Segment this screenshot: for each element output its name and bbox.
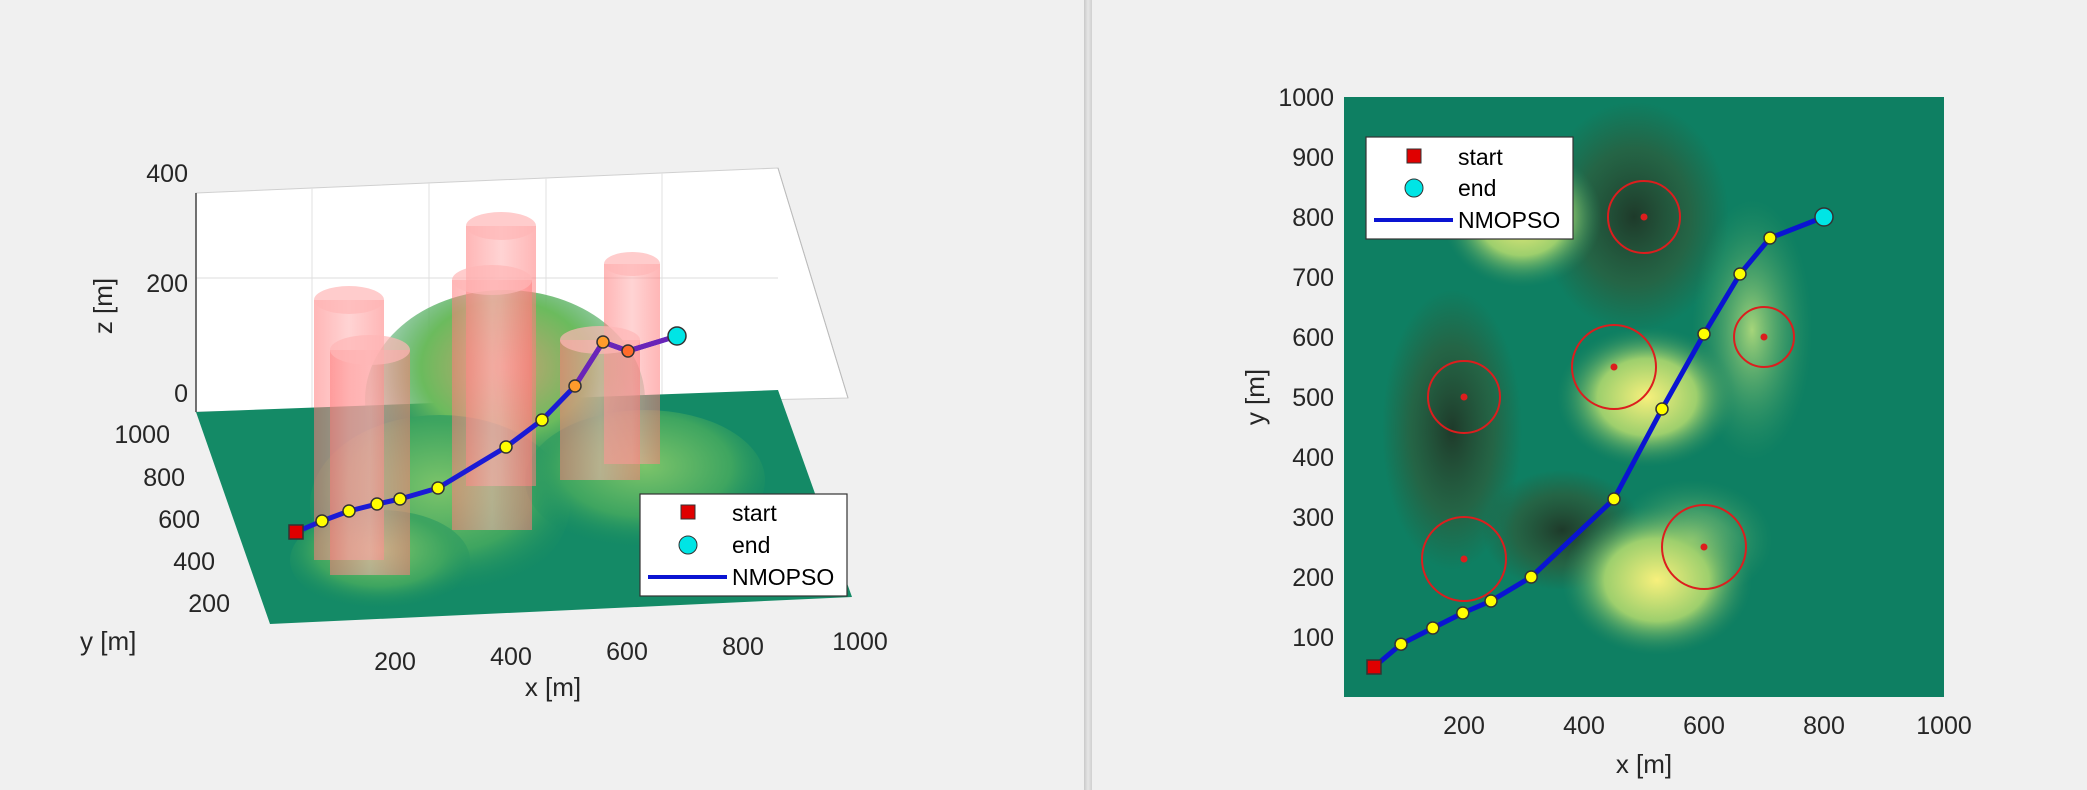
y-tick-label: 200 (1292, 564, 1334, 592)
legend-label-start: start (732, 500, 777, 526)
y-tick-label: 600 (158, 506, 200, 534)
start-marker (1366, 659, 1382, 675)
waypoint-3d (499, 440, 513, 454)
x-tick-label: 400 (490, 643, 532, 671)
legend-top[interactable]: start end NMOPSO (1365, 136, 1574, 240)
y-tick-label: 600 (1292, 324, 1334, 352)
legend-end-marker (1404, 178, 1424, 198)
z-tick-label: 0 (174, 380, 188, 408)
waypoint-3d (621, 344, 635, 358)
waypoint-3d (596, 335, 610, 349)
waypoint (1607, 492, 1621, 506)
waypoint (1484, 594, 1498, 608)
x-tick-label: 600 (606, 638, 648, 666)
path-layer (1366, 207, 1834, 675)
z-axis-label: z [m] (88, 278, 118, 334)
panel-top-view: 200 400 600 800 1000 1000 900 800 700 600 500 400 3… (1092, 0, 2087, 790)
y-axis: 1000 900 800 700 600 500 400 300 200 100 (1278, 84, 1334, 652)
y-axis-3d: 1000 800 600 400 200 y [m] (80, 421, 230, 656)
chart-3d: 400 200 0 z [m] 1000 800 600 400 200 y [… (80, 160, 888, 702)
y-tick-label: 700 (1292, 264, 1334, 292)
x-tick-label: 1000 (832, 628, 888, 656)
legend-3d[interactable]: start end NMOPSO (639, 493, 848, 597)
y-tick-label: 500 (1292, 384, 1334, 412)
obstacle-center (1640, 213, 1648, 221)
waypoint (1655, 402, 1669, 416)
y-tick-label: 200 (188, 590, 230, 618)
waypoint-3d (315, 514, 329, 528)
x-tick-label: 200 (374, 648, 416, 676)
panel-3d-view: 400 200 0 z [m] 1000 800 600 400 200 y [… (80, 160, 888, 702)
obstacles-layer (1421, 180, 1795, 602)
x-tick-label: 200 (1443, 712, 1485, 740)
obstacle-circle (1421, 516, 1507, 602)
legend-label-end: end (732, 532, 770, 558)
waypoint (1394, 637, 1408, 651)
chart-top-view: 200 400 600 800 1000 1000 900 800 700 600 500 400 3… (1240, 84, 1972, 779)
panel-divider[interactable] (1084, 0, 1092, 790)
obstacle-center (1760, 333, 1768, 341)
obstacle-circle (1661, 504, 1747, 590)
legend-start-marker (680, 504, 696, 520)
obstacle-center (1460, 393, 1468, 401)
obstacle-center (1700, 543, 1708, 551)
y-tick-label: 100 (1292, 624, 1334, 652)
waypoint-3d (370, 497, 384, 511)
x-axis-3d: 200 400 600 800 1000 x [m] (374, 628, 888, 702)
waypoint (1733, 267, 1747, 281)
y-axis-label: y [m] (80, 626, 136, 656)
x-tick-label: 800 (722, 633, 764, 661)
obstacle-circle (1571, 324, 1657, 410)
waypoint (1426, 621, 1440, 635)
waypoint (1524, 570, 1538, 584)
waypoint-3d (535, 413, 549, 427)
x-tick-label: 1000 (1916, 712, 1972, 740)
legend-label-start: start (1458, 144, 1503, 170)
z-tick-label: 200 (146, 270, 188, 298)
end-marker-3d (667, 326, 687, 346)
y-tick-label: 400 (1292, 444, 1334, 472)
legend-start-marker (1406, 148, 1422, 164)
z-axis-3d: 400 200 0 z [m] (88, 160, 188, 408)
waypoint (1697, 327, 1711, 341)
y-tick-label: 800 (143, 464, 185, 492)
y-tick-label: 1000 (1278, 84, 1334, 112)
y-tick-label: 300 (1292, 504, 1334, 532)
y-tick-label: 1000 (114, 421, 170, 449)
x-tick-label: 800 (1803, 712, 1845, 740)
obstacle-center (1610, 363, 1618, 371)
waypoint-3d (568, 379, 582, 393)
y-tick-label: 900 (1292, 144, 1334, 172)
waypoint (1456, 606, 1470, 620)
x-axis-label: x [m] (1616, 749, 1672, 779)
waypoint-3d (431, 481, 445, 495)
obstacle-center (1460, 555, 1468, 563)
obstacles-3d (314, 212, 660, 575)
legend-label-path: NMOPSO (732, 564, 834, 590)
obstacle-circle (1427, 360, 1501, 434)
obstacle-circle (1607, 180, 1681, 254)
legend-label-end: end (1458, 175, 1496, 201)
obstacle-circle (1733, 306, 1795, 368)
waypoint (1763, 231, 1777, 245)
x-axis: 200 400 600 800 1000 (1443, 712, 1972, 740)
waypoint-3d (393, 492, 407, 506)
y-axis-label: y [m] (1240, 369, 1270, 425)
waypoint-3d (342, 504, 356, 518)
legend-label-path: NMOPSO (1458, 207, 1560, 233)
x-tick-label: 400 (1563, 712, 1605, 740)
start-marker-3d (288, 524, 304, 540)
x-axis-label: x [m] (525, 672, 581, 702)
path-3d (288, 326, 687, 540)
y-tick-label: 800 (1292, 204, 1334, 232)
z-tick-label: 400 (146, 160, 188, 188)
y-tick-label: 400 (173, 548, 215, 576)
legend-end-marker (678, 535, 698, 555)
end-marker (1814, 207, 1834, 227)
x-tick-label: 600 (1683, 712, 1725, 740)
